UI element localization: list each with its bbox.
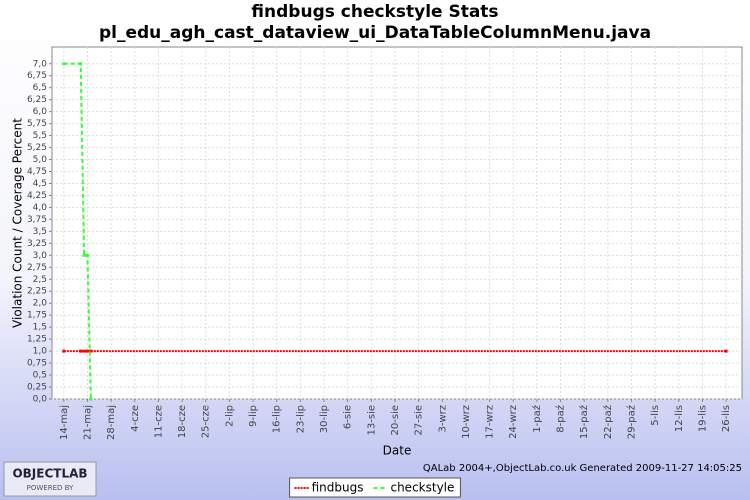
x-tick-label: 1-paź xyxy=(531,405,543,433)
y-tick-label: 2,25 xyxy=(27,287,47,297)
y-tick-label: 5,5 xyxy=(33,131,47,141)
y-tick-label: 3,0 xyxy=(33,251,48,261)
x-tick-label: 8-paź xyxy=(555,405,567,433)
point xyxy=(85,349,89,353)
x-tick-label: 14-maj xyxy=(59,405,70,440)
point xyxy=(82,253,86,257)
y-tick-label: 3,25 xyxy=(27,239,47,249)
x-tick-label: 23-lip xyxy=(295,405,306,433)
y-tick-label: 6,0 xyxy=(33,107,48,117)
point xyxy=(82,349,86,353)
x-tick-label: 28-maj xyxy=(106,405,117,440)
plot-area xyxy=(51,46,743,400)
point xyxy=(85,253,89,257)
y-axis-label: Violation Count / Coverage Percent xyxy=(11,118,25,328)
logo: OBJECTLAB POWERED BY xyxy=(3,461,97,497)
logo-brand: OBJECTLAB xyxy=(12,467,87,481)
x-tick-label: 27-sie xyxy=(414,405,425,435)
footer-note: QALab 2004+,ObjectLab.co.uk Generated 20… xyxy=(423,463,742,474)
x-tick-label: 16-lip xyxy=(272,405,283,433)
x-tick-label: 4-cze xyxy=(130,405,141,432)
x-tick-label: 25-cze xyxy=(201,405,212,438)
x-tick-label: 5-lis xyxy=(650,405,661,426)
y-tick-label: 2,75 xyxy=(27,263,47,273)
x-tick-label: 26-lis xyxy=(721,405,732,432)
series-line xyxy=(63,62,92,400)
x-tick-label: 17-wrz xyxy=(485,405,496,439)
y-tick-label: 2,5 xyxy=(33,275,47,285)
x-tick-label: 12-lis xyxy=(674,405,685,432)
legend-label: checkstyle xyxy=(390,481,454,495)
y-tick-label: 0,25 xyxy=(27,383,47,393)
x-axis-label: Date xyxy=(383,444,412,458)
y-tick-label: 0,0 xyxy=(33,395,48,405)
legend: findbugs checkstyle xyxy=(289,477,461,498)
y-tick-label: 1,25 xyxy=(27,335,47,345)
y-tick-label: 4,75 xyxy=(27,167,47,177)
y-tick-label: 5,25 xyxy=(27,143,47,153)
legend-label: findbugs xyxy=(312,481,364,495)
point xyxy=(79,62,83,66)
y-tick-label: 6,5 xyxy=(33,83,47,93)
x-tick-label: 13-sie xyxy=(366,405,377,435)
x-tick-label: 30-lip xyxy=(319,405,330,433)
x-tick-label: 2-lip xyxy=(224,405,235,427)
y-tick-label: 4,0 xyxy=(33,203,48,213)
point xyxy=(62,349,66,353)
point xyxy=(79,349,83,353)
x-tick-label: 9-lip xyxy=(248,405,259,427)
chart-subtitle: pl_edu_agh_cast_dataview_ui_DataTableCol… xyxy=(99,23,651,43)
y-tick-label: 1,0 xyxy=(33,347,48,357)
logo-tagline: POWERED BY xyxy=(27,484,74,492)
y-tick-label: 1,75 xyxy=(27,311,47,321)
y-tick-label: 6,25 xyxy=(27,95,47,105)
y-tick-label: 4,5 xyxy=(33,179,47,189)
x-tick-label: 3-wrz xyxy=(437,405,448,433)
x-tick-label: 24-wrz xyxy=(508,405,519,439)
y-tick-label: 0,5 xyxy=(33,371,47,381)
x-tick-label: 19-lis xyxy=(697,405,708,432)
point xyxy=(724,349,728,353)
y-tick-label: 3,75 xyxy=(27,215,47,225)
y-tick-label: 4,25 xyxy=(27,191,47,201)
y-tick-label: 5,0 xyxy=(33,155,48,165)
x-tick-label: 18-cze xyxy=(177,405,188,438)
y-tick-label: 7,0 xyxy=(33,59,48,69)
x-tick-label: 11-cze xyxy=(153,405,164,438)
y-tick-label: 0,75 xyxy=(27,359,47,369)
y-tick-label: 2,0 xyxy=(33,299,48,309)
x-tick-label: 6-sie xyxy=(343,405,354,429)
x-tick-label: 10-wrz xyxy=(461,405,472,439)
x-tick-label: 15-paź xyxy=(578,405,590,439)
x-tick-label: 29-paź xyxy=(626,405,638,439)
y-tick-label: 6,75 xyxy=(27,71,47,81)
x-tick-label: 21-maj xyxy=(82,405,93,440)
x-tick-label: 20-sie xyxy=(390,405,401,435)
y-tick-label: 3,5 xyxy=(33,227,47,237)
x-tick-label: 22-paź xyxy=(602,405,614,439)
logo-box xyxy=(3,461,97,497)
y-tick-label: 1,5 xyxy=(33,323,47,333)
chart-title: findbugs checkstyle Stats xyxy=(251,2,498,22)
point xyxy=(89,349,93,353)
point xyxy=(62,62,66,66)
y-tick-label: 5,75 xyxy=(27,119,47,129)
point xyxy=(89,397,93,401)
